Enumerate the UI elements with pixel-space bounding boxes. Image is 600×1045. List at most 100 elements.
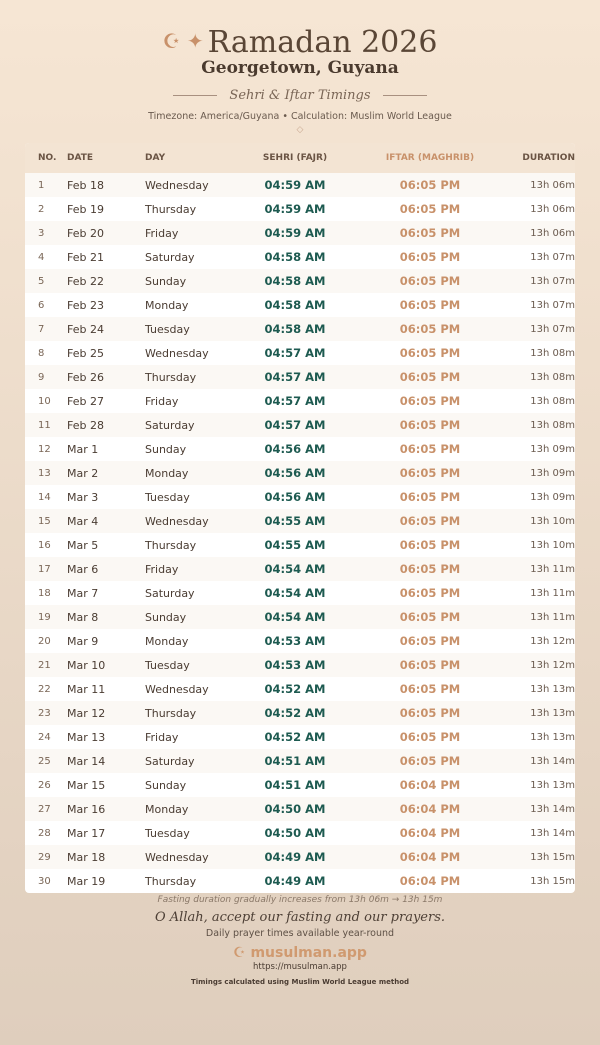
row-no: 22	[38, 683, 51, 695]
row-iftar: 06:04 PM	[399, 778, 461, 792]
row-day: Sunday	[145, 610, 187, 624]
row-day: Monday	[145, 298, 189, 312]
table-row: 21 Mar 10 Tuesday 04:53 AM 06:05 PM 13h 12m	[25, 653, 575, 677]
divider	[382, 95, 427, 96]
row-day: Thursday	[145, 874, 197, 888]
diamond-icon: ◇	[296, 125, 304, 135]
row-date: Feb 21	[67, 250, 104, 264]
table-row: 27 Mar 16 Monday 04:50 AM 06:04 PM 13h 14m	[25, 797, 575, 821]
row-no: 21	[38, 659, 51, 671]
row-date: Feb 18	[67, 178, 104, 192]
row-no: 14	[38, 491, 51, 503]
row-sehri: 04:59 AM	[264, 178, 326, 192]
row-duration: 13h 07m	[530, 323, 575, 335]
row-iftar: 06:05 PM	[399, 322, 461, 336]
row-iftar: 06:05 PM	[399, 298, 461, 312]
row-date: Mar 12	[67, 706, 106, 720]
row-day: Sunday	[145, 274, 187, 288]
row-day: Friday	[145, 226, 179, 240]
row-duration: 13h 13m	[530, 779, 575, 791]
row-day: Friday	[145, 730, 179, 744]
row-duration: 13h 07m	[530, 299, 575, 311]
table-row: 9 Feb 26 Thursday 04:57 AM 06:05 PM 13h 08m	[25, 365, 575, 389]
row-duration: 13h 11m	[530, 563, 575, 575]
row-sehri: 04:52 AM	[264, 682, 326, 696]
row-iftar: 06:05 PM	[399, 538, 461, 552]
crescent-star-icon: ☪ ✦	[162, 29, 204, 53]
row-date: Mar 8	[67, 610, 99, 624]
row-duration: 13h 15m	[530, 875, 575, 887]
col-sehri: SEHRI (FAJR)	[262, 153, 328, 163]
row-iftar: 06:05 PM	[399, 226, 461, 240]
row-date: Mar 6	[67, 562, 99, 576]
row-iftar: 06:05 PM	[399, 442, 461, 456]
page-title: ☪ ✦ Ramadan 2026	[162, 25, 438, 60]
row-day: Thursday	[145, 706, 197, 720]
site-url[interactable]: https://musulman.app	[253, 962, 347, 972]
row-iftar: 06:05 PM	[399, 682, 461, 696]
table-row: 29 Mar 18 Wednesday 04:49 AM 06:04 PM 13h 15m	[25, 845, 575, 869]
row-no: 8	[38, 347, 45, 359]
table-row: 1 Feb 18 Wednesday 04:59 AM 06:05 PM 13h 06m	[25, 173, 575, 197]
row-sehri: 04:57 AM	[264, 370, 326, 384]
table-row: 8 Feb 25 Wednesday 04:57 AM 06:05 PM 13h 08m	[25, 341, 575, 365]
brand-logo[interactable]: ☪ musulman.app	[233, 945, 367, 961]
row-sehri: 04:56 AM	[264, 490, 326, 504]
row-duration: 13h 07m	[530, 275, 575, 287]
row-duration: 13h 08m	[530, 419, 575, 431]
row-sehri: 04:56 AM	[264, 466, 326, 480]
row-date: Feb 27	[67, 394, 104, 408]
col-date: DATE	[67, 153, 94, 163]
row-day: Monday	[145, 466, 189, 480]
row-no: 26	[38, 779, 51, 791]
col-day: DAY	[145, 153, 166, 163]
row-day: Tuesday	[145, 322, 190, 336]
row-duration: 13h 08m	[530, 347, 575, 359]
row-date: Mar 5	[67, 538, 99, 552]
row-day: Wednesday	[145, 850, 209, 864]
row-iftar: 06:05 PM	[399, 418, 461, 432]
table-row: 14 Mar 3 Tuesday 04:56 AM 06:05 PM 13h 09m	[25, 485, 575, 509]
row-sehri: 04:58 AM	[264, 250, 326, 264]
row-day: Thursday	[145, 370, 197, 384]
row-date: Mar 13	[67, 730, 106, 744]
row-sehri: 04:52 AM	[264, 706, 326, 720]
row-sehri: 04:49 AM	[264, 874, 326, 888]
row-no: 17	[38, 563, 51, 575]
row-duration: 13h 14m	[530, 827, 575, 839]
row-sehri: 04:57 AM	[264, 418, 326, 432]
row-date: Mar 14	[67, 754, 106, 768]
row-no: 15	[38, 515, 51, 527]
row-date: Mar 17	[67, 826, 106, 840]
col-duration: DURATION	[522, 153, 575, 163]
row-day: Tuesday	[145, 658, 190, 672]
row-duration: 13h 07m	[530, 251, 575, 263]
row-duration: 13h 12m	[530, 635, 575, 647]
table-row: 25 Mar 14 Saturday 04:51 AM 06:05 PM 13h 14m	[25, 749, 575, 773]
row-duration: 13h 09m	[530, 491, 575, 503]
row-iftar: 06:05 PM	[399, 754, 461, 768]
table-row: 5 Feb 22 Sunday 04:58 AM 06:05 PM 13h 07m	[25, 269, 575, 293]
row-iftar: 06:05 PM	[399, 514, 461, 528]
row-duration: 13h 13m	[530, 731, 575, 743]
table-row: 23 Mar 12 Thursday 04:52 AM 06:05 PM 13h 13m	[25, 701, 575, 725]
row-date: Mar 9	[67, 634, 99, 648]
header: ☪ ✦ Ramadan 2026 Georgetown, Guyana Sehri…	[0, 0, 600, 136]
row-day: Wednesday	[145, 346, 209, 360]
row-day: Thursday	[145, 202, 197, 216]
row-sehri: 04:57 AM	[264, 346, 326, 360]
table-row: 6 Feb 23 Monday 04:58 AM 06:05 PM 13h 07m	[25, 293, 575, 317]
row-day: Sunday	[145, 442, 187, 456]
row-sehri: 04:58 AM	[264, 298, 326, 312]
table-row: 13 Mar 2 Monday 04:56 AM 06:05 PM 13h 09m	[25, 461, 575, 485]
row-day: Wednesday	[145, 514, 209, 528]
row-duration: 13h 14m	[530, 755, 575, 767]
row-iftar: 06:04 PM	[399, 874, 461, 888]
table-row: 10 Feb 27 Friday 04:57 AM 06:05 PM 13h 08m	[25, 389, 575, 413]
divider	[173, 95, 218, 96]
row-day: Sunday	[145, 778, 187, 792]
row-iftar: 06:05 PM	[399, 370, 461, 384]
row-day: Friday	[145, 562, 179, 576]
subtitle: Sehri & Iftar Timings	[0, 88, 600, 103]
row-duration: 13h 11m	[530, 587, 575, 599]
